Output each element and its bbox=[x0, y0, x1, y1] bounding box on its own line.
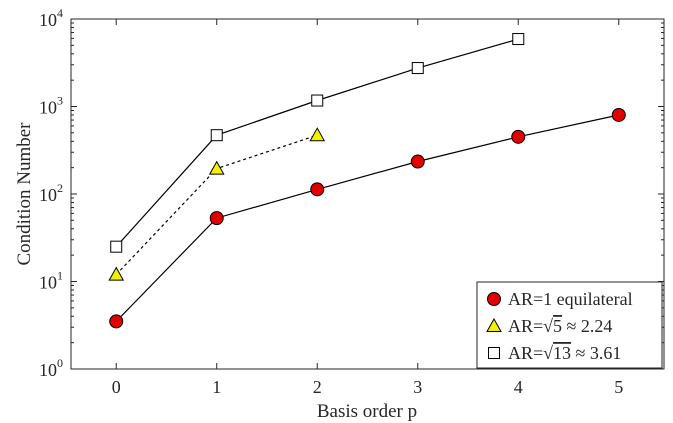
x-tick-label: 4 bbox=[514, 377, 523, 397]
x-tick-label: 3 bbox=[413, 377, 422, 397]
data-point-0-2 bbox=[310, 182, 325, 197]
data-point-0-4 bbox=[511, 129, 526, 144]
x-tick-label: 1 bbox=[212, 377, 221, 397]
y-axis-label: Condition Number bbox=[14, 122, 35, 266]
legend-marker-0 bbox=[487, 292, 501, 306]
legend-entry-0: AR=1 equilateral bbox=[508, 289, 633, 309]
x-tick-label: 2 bbox=[313, 377, 322, 397]
data-point-2-1 bbox=[210, 129, 223, 142]
legend-entry-1: AR=√5 ≈ 2.24 bbox=[508, 316, 612, 336]
x-tick-label: 0 bbox=[112, 377, 121, 397]
data-point-2-4 bbox=[512, 33, 525, 46]
data-point-0-1 bbox=[209, 211, 224, 226]
x-axis-label: Basis order p bbox=[317, 401, 417, 422]
data-point-2-3 bbox=[411, 62, 424, 75]
series-line-0 bbox=[115, 114, 619, 322]
data-point-0-3 bbox=[410, 154, 425, 169]
data-point-0-5 bbox=[611, 107, 626, 122]
y-tick-label: 102 bbox=[39, 181, 63, 205]
data-point-0-0 bbox=[109, 314, 124, 329]
y-axis: 100 101 102 103 104 bbox=[39, 6, 664, 380]
series-markers bbox=[108, 33, 626, 329]
legend-entry-2: AR=√13 ≈ 3.61 bbox=[508, 343, 621, 363]
data-point-1-0 bbox=[108, 266, 125, 281]
legend-box bbox=[476, 281, 663, 369]
y-tick-label: 100 bbox=[39, 356, 63, 380]
x-tick-label: 5 bbox=[614, 377, 623, 397]
y-tick-label: 101 bbox=[39, 269, 63, 293]
data-point-1-1 bbox=[208, 160, 225, 175]
legend: AR=1 equilateral AR=√5 ≈ 2.24 AR=√13 ≈ 3.6… bbox=[476, 281, 663, 369]
legend-marker-1 bbox=[486, 317, 502, 332]
data-point-2-0 bbox=[110, 240, 123, 253]
y-tick-label: 103 bbox=[39, 94, 63, 118]
data-point-1-2 bbox=[309, 127, 326, 142]
y-tick-label: 104 bbox=[39, 6, 63, 30]
data-point-2-2 bbox=[311, 94, 324, 107]
legend-marker-2 bbox=[488, 347, 500, 359]
